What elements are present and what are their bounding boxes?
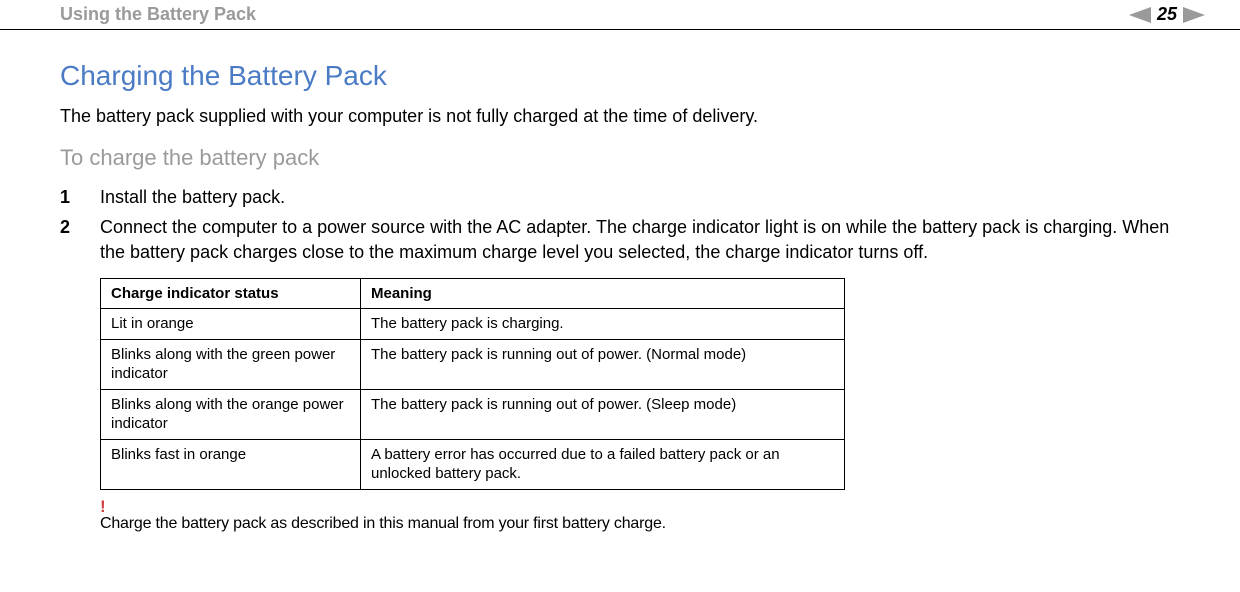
step-text: Install the battery pack. (100, 185, 1180, 209)
note-block: ! Charge the battery pack as described i… (100, 498, 1180, 533)
list-item: 2 Connect the computer to a power source… (60, 215, 1180, 264)
table-cell: Blinks fast in orange (101, 439, 361, 489)
step-text: Connect the computer to a power source w… (100, 215, 1180, 264)
table-cell: Blinks along with the green power indica… (101, 339, 361, 389)
table-cell: The battery pack is running out of power… (361, 339, 845, 389)
section-title: Charging the Battery Pack (60, 60, 1180, 92)
table-cell: Lit in orange (101, 309, 361, 340)
table-row: Blinks along with the green power indica… (101, 339, 845, 389)
table-row: Lit in orange The battery pack is chargi… (101, 309, 845, 340)
table-header-row: Charge indicator status Meaning (101, 278, 845, 309)
list-item: 1 Install the battery pack. (60, 185, 1180, 209)
table-cell: The battery pack is charging. (361, 309, 845, 340)
page-nav: 25 (1129, 4, 1205, 25)
table-cell: Blinks along with the orange power indic… (101, 389, 361, 439)
table-cell: The battery pack is running out of power… (361, 389, 845, 439)
intro-text: The battery pack supplied with your comp… (60, 106, 1180, 127)
warning-icon: ! (100, 498, 1180, 515)
table-header-meaning: Meaning (361, 278, 845, 309)
page-number: 25 (1157, 4, 1177, 25)
table-cell: A battery error has occurred due to a fa… (361, 439, 845, 489)
breadcrumb: Using the Battery Pack (60, 4, 256, 25)
table-header-status: Charge indicator status (101, 278, 361, 309)
table-row: Blinks along with the orange power indic… (101, 389, 845, 439)
charge-indicator-table: Charge indicator status Meaning Lit in o… (100, 278, 845, 490)
step-number: 2 (60, 215, 100, 264)
step-list: 1 Install the battery pack. 2 Connect th… (60, 185, 1180, 264)
step-number: 1 (60, 185, 100, 209)
subsection-title: To charge the battery pack (60, 145, 1180, 171)
table-row: Blinks fast in orange A battery error ha… (101, 439, 845, 489)
prev-page-arrow-icon[interactable] (1129, 7, 1151, 23)
next-page-arrow-icon[interactable] (1183, 7, 1205, 23)
note-text: Charge the battery pack as described in … (100, 515, 1180, 533)
